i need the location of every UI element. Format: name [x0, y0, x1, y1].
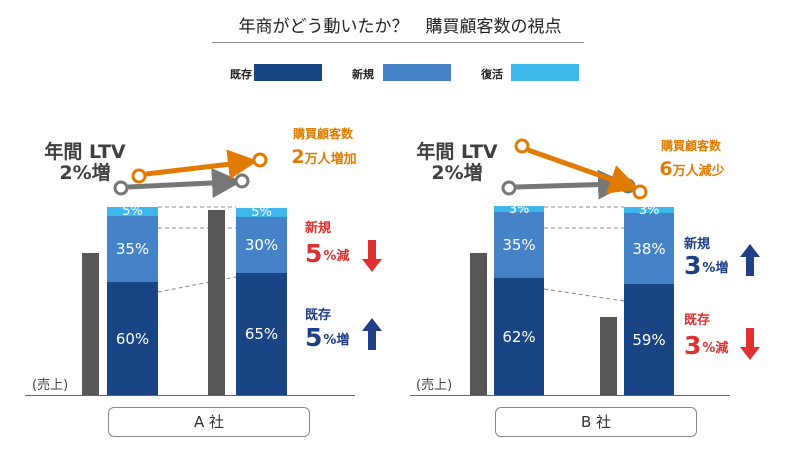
a-stack-before: 60% 35% 5%	[107, 204, 158, 395]
b-before-segment-2: 3%	[494, 202, 544, 217]
a-sales-bar-before	[82, 253, 99, 395]
a-before-segment-1: 35%	[107, 216, 158, 282]
a-customers-unit: 万人増加	[304, 152, 357, 167]
a-change-existing-number: 5	[305, 323, 323, 352]
a-change-existing-unit: %増	[323, 332, 350, 348]
b-customers-value: 6万人減少	[640, 158, 744, 180]
b-change-existing-unit: %減	[702, 340, 729, 356]
a-new-down-arrow-icon	[362, 240, 382, 272]
b-change-existing-label: 既存	[684, 313, 711, 328]
legend-swatch-revival	[511, 64, 579, 81]
a-change-existing-label: 既存	[305, 308, 332, 323]
a-change-new-label: 新規	[305, 221, 332, 236]
b-customers-end-marker	[632, 184, 648, 200]
a-before-segment-0: 60%	[107, 282, 158, 395]
legend-swatch-new	[383, 64, 451, 81]
b-before-segment-0: 62%	[494, 278, 544, 395]
b-after-segment-0: 59%	[624, 284, 674, 395]
b-ltv-start-marker	[501, 180, 517, 196]
a-company-label: A 社	[108, 407, 310, 437]
b-change-new-value: 3 %増	[684, 252, 728, 280]
a-customers-arrow	[145, 149, 258, 180]
a-customers-start-marker	[131, 168, 147, 184]
a-existing-up-arrow-icon	[362, 318, 382, 350]
b-customers-label: 購買顧客数	[660, 139, 721, 153]
b-stack-after: 59% 38% 3%	[624, 203, 674, 395]
b-customers-number: 6	[659, 158, 673, 180]
b-customers-start-marker	[514, 138, 530, 154]
a-before-segment-2: 5%	[107, 204, 158, 219]
a-customers-label: 購買顧客数	[292, 127, 353, 141]
b-sales-bar-after	[600, 317, 617, 395]
a-customers-value: 2万人増加	[272, 146, 376, 168]
a-change-new-unit: %減	[323, 248, 350, 264]
legend-label-existing: 既存	[230, 68, 252, 81]
a-change-new-value: 5 %減	[305, 240, 349, 268]
a-ltv-arrow	[127, 167, 242, 198]
legend-label-revival: 復活	[481, 68, 503, 81]
a-after-segment-1: 30%	[236, 217, 287, 273]
a-after-segment-2: 5%	[236, 205, 287, 220]
a-stack-after: 65% 30% 5%	[236, 205, 287, 395]
b-after-segment-2: 3%	[624, 203, 674, 218]
b-sales-label: (売上)	[416, 378, 453, 393]
legend-swatch-existing	[254, 64, 322, 81]
b-customers-arrow	[527, 147, 640, 194]
b-change-existing-number: 3	[684, 331, 702, 360]
a-customers-number: 2	[291, 146, 305, 168]
chart-title: 年商がどう動いたか？ 購買顧客数の視点	[238, 17, 562, 37]
title-underline	[212, 42, 584, 43]
b-after-segment-1: 38%	[624, 213, 674, 284]
b-dashed-existing	[543, 288, 625, 302]
b-new-up-arrow-icon	[740, 244, 760, 276]
b-existing-down-arrow-icon	[740, 328, 760, 360]
a-ltv-start-marker	[113, 180, 129, 196]
b-change-new-label: 新規	[684, 237, 711, 252]
b-sales-bar-before	[470, 253, 487, 395]
a-after-segment-0: 65%	[236, 273, 287, 395]
legend-label-new: 新規	[352, 68, 374, 81]
a-customers-end-marker	[252, 152, 268, 168]
a-ltv-label: 年間 LTV 2%増	[44, 141, 126, 184]
b-change-new-unit: %増	[702, 260, 729, 276]
b-baseline	[410, 395, 730, 396]
b-stack-before: 62% 35% 3%	[494, 202, 544, 395]
b-before-segment-1: 35%	[494, 212, 544, 278]
a-sales-label: (売上)	[32, 378, 69, 393]
a-sales-bar-after	[208, 210, 225, 395]
b-company-label: B 社	[495, 407, 697, 437]
b-change-new-number: 3	[684, 251, 702, 280]
a-change-new-number: 5	[305, 239, 323, 268]
a-baseline	[25, 395, 355, 396]
a-ltv-end-marker	[234, 173, 250, 189]
b-change-existing-value: 3 %減	[684, 332, 728, 360]
b-customers-unit: 万人減少	[672, 164, 725, 179]
a-change-existing-value: 5 %増	[305, 324, 349, 352]
b-ltv-label: 年間 LTV 2%増	[416, 141, 498, 184]
b-ltv-arrow	[515, 169, 628, 200]
